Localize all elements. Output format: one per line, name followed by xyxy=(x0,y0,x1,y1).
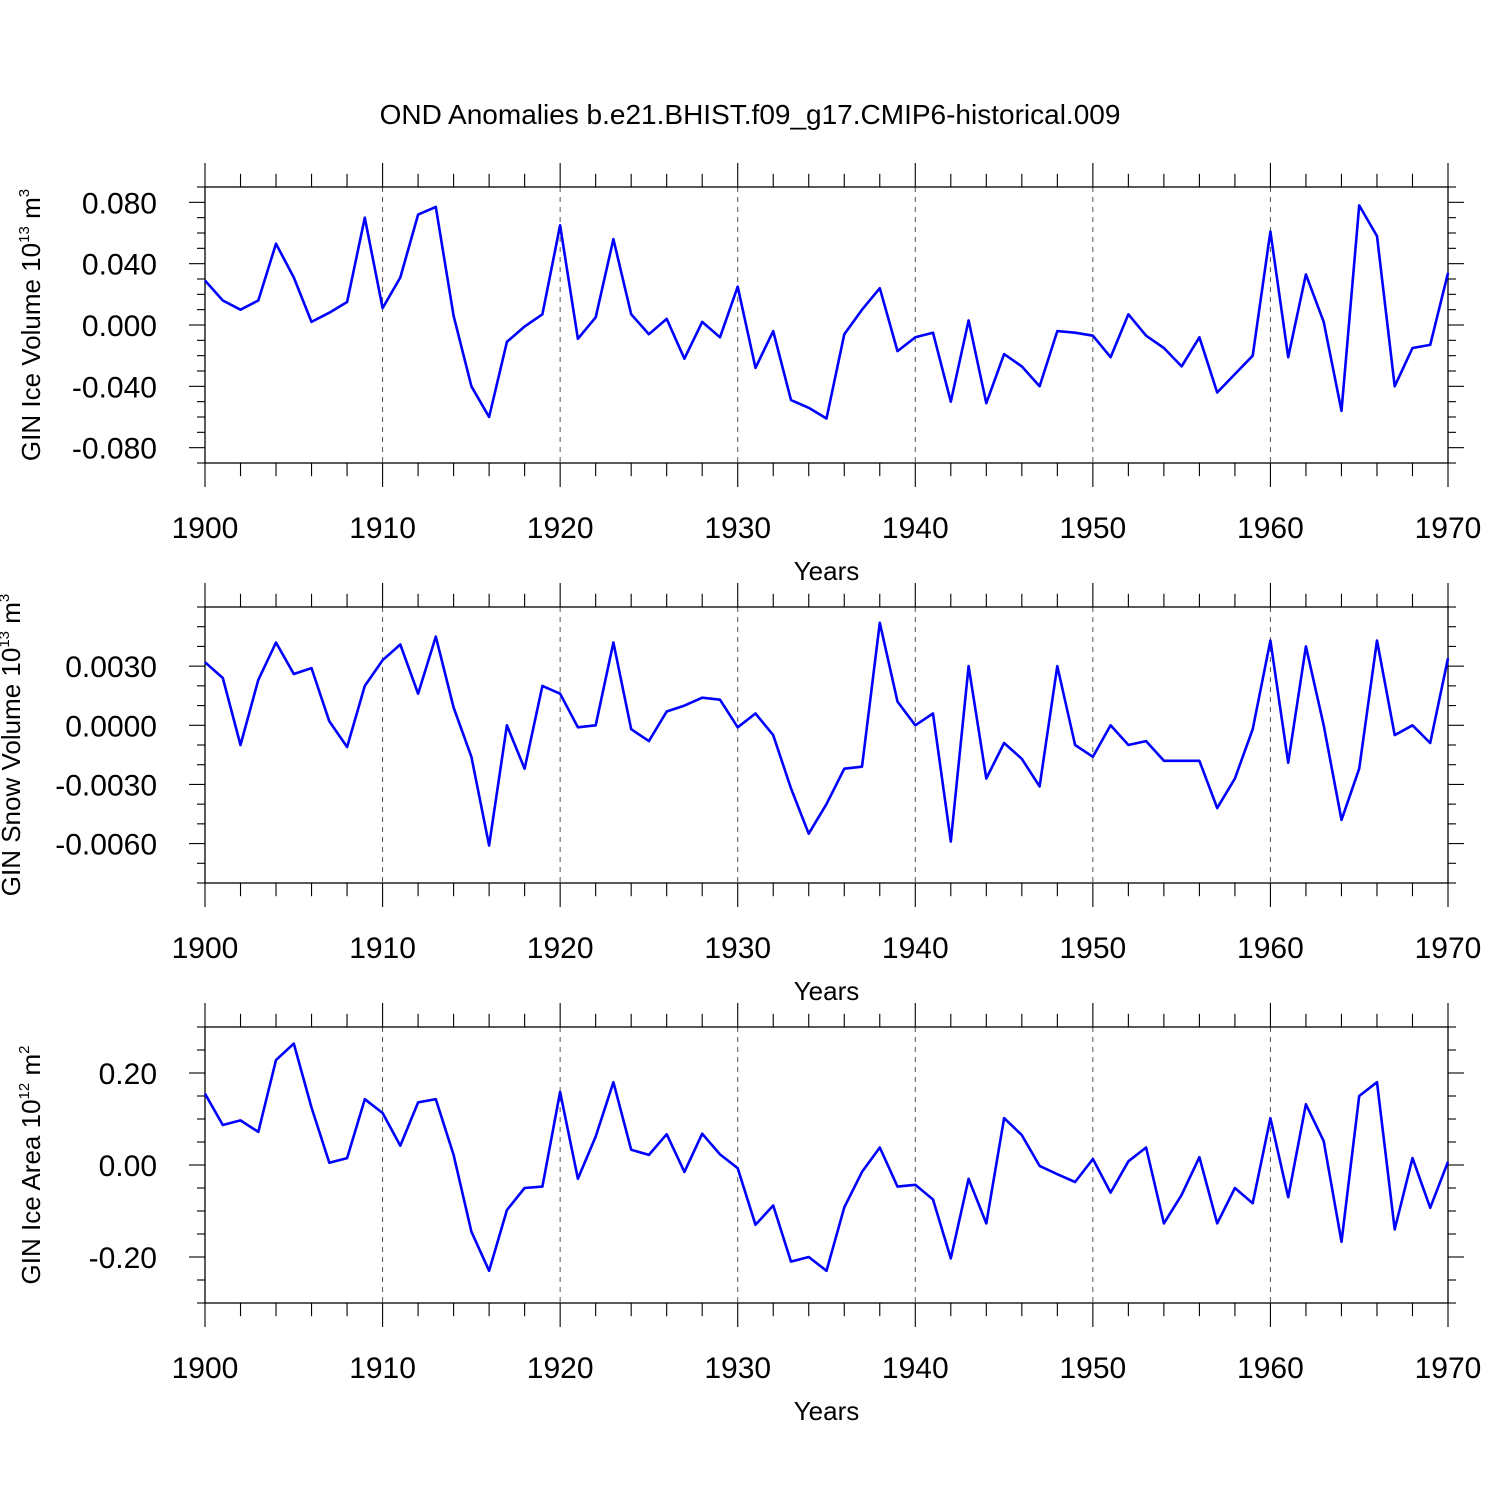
y-axis-label: GIN Ice Volume 1013 m3 xyxy=(16,189,46,461)
y-axis-label-unit-exponent: 3 xyxy=(16,189,33,197)
y-tick-label: -0.0060 xyxy=(55,829,157,862)
x-tick-label: 1900 xyxy=(172,932,239,965)
y-tick-label: -0.080 xyxy=(72,433,157,466)
y-axis-label-main: GIN Snow Volume 10 xyxy=(0,648,26,897)
x-tick-label: 1970 xyxy=(1415,1352,1482,1385)
plot-frame xyxy=(204,606,1449,884)
y-axis-label: GIN Snow Volume 1013 m3 xyxy=(0,594,26,897)
y-axis-label-unit: m xyxy=(0,602,26,631)
plot-frame xyxy=(204,186,1449,464)
x-tick-label: 1960 xyxy=(1237,512,1304,545)
x-tick-label: 1930 xyxy=(704,512,771,545)
x-tick-label: 1910 xyxy=(349,932,416,965)
x-tick-label: 1900 xyxy=(172,1352,239,1385)
y-tick-label: -0.0030 xyxy=(55,769,157,802)
x-tick-label: 1950 xyxy=(1059,1352,1126,1385)
x-axis-label: Years xyxy=(794,1396,860,1426)
x-tick-label: 1930 xyxy=(704,932,771,965)
x-tick-label: 1960 xyxy=(1237,932,1304,965)
y-axis-label: GIN Ice Area 1012 m2 xyxy=(16,1046,46,1285)
x-tick-label: 1950 xyxy=(1059,512,1126,545)
series-line-ice-area xyxy=(203,1042,1450,1273)
series-line-snow-volume xyxy=(204,621,1450,847)
x-tick-label: 1940 xyxy=(882,1352,949,1385)
y-axis-label-exponent: 12 xyxy=(16,1083,33,1100)
x-tick-label: 1960 xyxy=(1237,1352,1304,1385)
y-tick-label: 0.20 xyxy=(99,1058,157,1091)
x-tick-label: 1940 xyxy=(882,512,949,545)
y-tick-label: 0.080 xyxy=(82,187,157,220)
y-axis-label-unit-exponent: 3 xyxy=(0,594,13,602)
y-tick-label: 0.0030 xyxy=(65,651,157,684)
x-axis-label: Years xyxy=(794,556,860,586)
y-axis-label-unit: m xyxy=(16,1054,46,1083)
y-tick-label: 0.000 xyxy=(82,310,157,343)
panel-ice-volume: 1900 1910 1920 1930 1940 1950 1960 1970 -0.080 -0… xyxy=(16,163,1481,586)
x-tick-label: 1920 xyxy=(527,932,594,965)
x-tick-label: 1940 xyxy=(882,932,949,965)
x-tick-label: 1910 xyxy=(349,1352,416,1385)
figure-title: OND Anomalies b.e21.BHIST.f09_g17.CMIP6-… xyxy=(380,99,1121,130)
y-axis-label-unit: m xyxy=(16,197,46,226)
y-tick-label: -0.040 xyxy=(72,371,157,404)
x-tick-label: 1920 xyxy=(527,512,594,545)
x-tick-label: 1900 xyxy=(172,512,239,545)
x-tick-label: 1930 xyxy=(704,1352,771,1385)
y-tick-label: 0.0000 xyxy=(65,710,157,743)
x-tick-label: 1920 xyxy=(527,1352,594,1385)
x-axis-label: Years xyxy=(794,976,860,1006)
panel-ice-area: 1900 1910 1920 1930 1940 1950 1960 1970 -0.20 0.0… xyxy=(16,1003,1481,1426)
x-tick-label: 1950 xyxy=(1059,932,1126,965)
y-axis-label-main: GIN Ice Area 10 xyxy=(16,1099,46,1284)
series-line-ice-volume xyxy=(204,204,1450,420)
y-axis-label-exponent: 13 xyxy=(0,631,13,648)
x-tick-label: 1970 xyxy=(1415,932,1482,965)
x-tick-label: 1970 xyxy=(1415,512,1482,545)
y-tick-label: 0.040 xyxy=(82,249,157,282)
y-axis-label-unit-exponent: 2 xyxy=(16,1046,33,1054)
plots-group: 1900 1910 1920 1930 1940 1950 1960 1970 -0.080 -0… xyxy=(0,163,1481,1426)
y-axis-label-exponent: 13 xyxy=(16,226,33,243)
x-tick-label: 1910 xyxy=(349,512,416,545)
y-axis-label-main: GIN Ice Volume 10 xyxy=(16,243,46,461)
y-tick-label: -0.20 xyxy=(89,1242,157,1275)
panel-snow-volume: 1900 1910 1920 1930 1940 1950 1960 1970 -0.0060 -… xyxy=(0,583,1481,1006)
y-tick-label: 0.00 xyxy=(99,1150,157,1183)
